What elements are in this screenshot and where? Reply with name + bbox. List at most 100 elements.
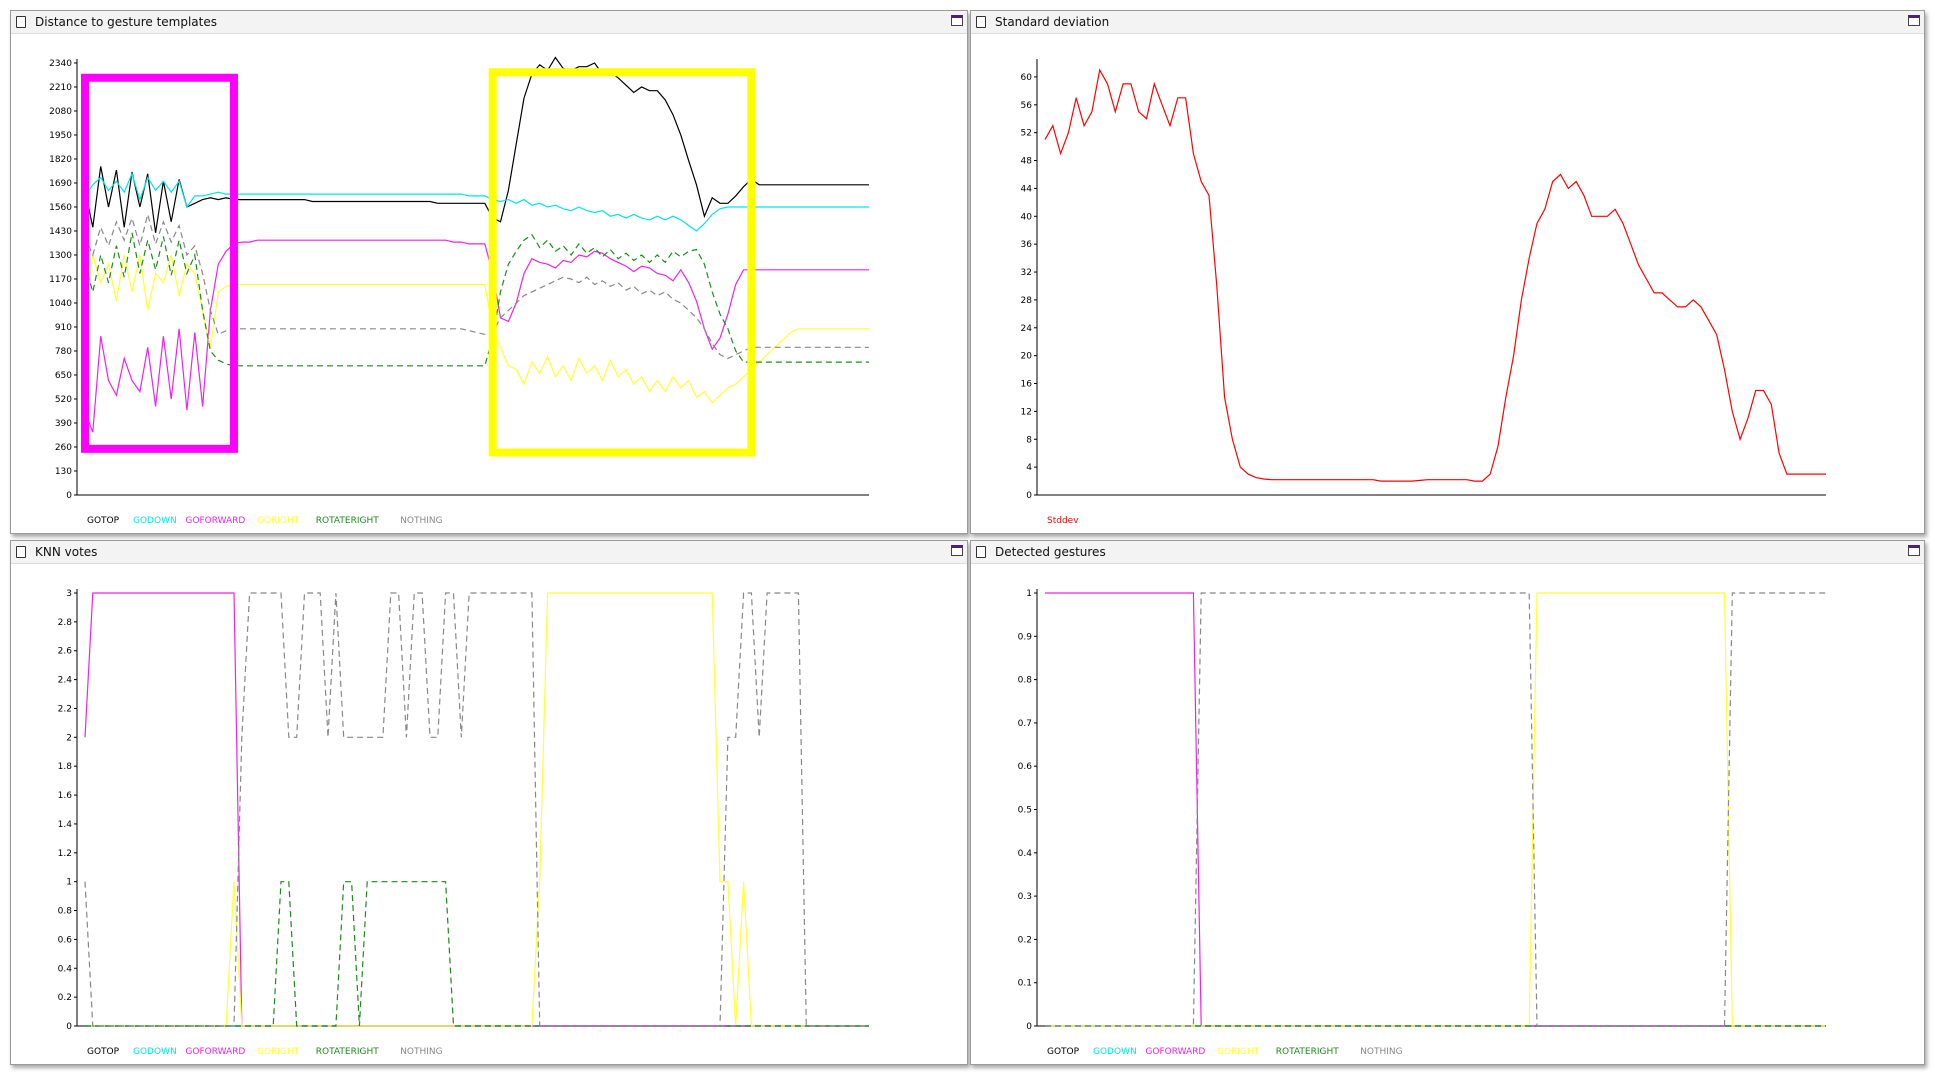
legend-godown: GODOWN	[133, 1047, 177, 1057]
y-tick-label: 260	[55, 443, 72, 453]
y-tick-label: 3	[66, 589, 72, 599]
series-line-goforward	[84, 592, 869, 1027]
legend-goforward: GOFORWARD	[185, 516, 245, 526]
legend-gotop: GOTOP	[87, 516, 120, 526]
maximize-icon[interactable]	[1908, 15, 1920, 26]
legend-godown: GODOWN	[1093, 1047, 1137, 1057]
panel-titlebar: Detected gestures	[971, 541, 1924, 564]
y-tick-label: 2.2	[58, 704, 72, 714]
window-icon	[976, 546, 986, 558]
legend-goright: GORIGHT	[257, 1047, 300, 1057]
legend-goright: GORIGHT	[1217, 1047, 1260, 1057]
y-tick-label: 2340	[49, 59, 72, 69]
panel-detected: Detected gestures 0 0.1 0.2 0.3 0.4 0.5 0.6 0.7…	[970, 540, 1925, 1065]
y-tick-label: 1	[1026, 589, 1032, 599]
panel-titlebar: Standard deviation	[971, 11, 1924, 34]
y-tick-label: 910	[55, 323, 72, 333]
y-tick-label: 0.4	[58, 964, 73, 974]
y-tick-label: 1.2	[58, 849, 72, 859]
legend-goforward: GOFORWARD	[1145, 1047, 1205, 1057]
y-tick-label: 0	[66, 491, 72, 501]
maximize-icon[interactable]	[951, 545, 963, 556]
y-tick-label: 2080	[49, 107, 72, 117]
y-tick-label: 0.2	[1018, 935, 1032, 945]
y-tick-label: 390	[55, 419, 72, 429]
series-line-rotateright	[85, 881, 869, 1027]
panel-title: Detected gestures	[995, 545, 1106, 559]
legend-nothing: NOTHING	[1360, 1047, 1402, 1057]
window-icon	[16, 546, 26, 558]
y-tick-label: 1430	[49, 227, 72, 237]
y-tick-label: 1820	[49, 155, 72, 165]
series-line-rotateright	[84, 232, 869, 367]
panel-distance: Distance to gesture templates 0 130 260 390…	[10, 10, 968, 534]
window-icon	[976, 16, 986, 28]
series-line-goright	[84, 254, 869, 404]
legend-nothing: NOTHING	[400, 1047, 442, 1057]
y-tick-label: 56	[1021, 101, 1033, 111]
legend-stddev: Stddev	[1047, 516, 1079, 526]
y-tick-label: 0.3	[1018, 892, 1032, 902]
y-tick-label: 0	[1026, 491, 1032, 501]
y-tick-label: 40	[1021, 212, 1033, 222]
maximize-icon[interactable]	[951, 15, 963, 26]
y-tick-label: 0.6	[58, 935, 73, 945]
y-tick-label: 130	[55, 467, 72, 477]
y-tick-label: 4	[1026, 463, 1032, 473]
highlight-box-0	[81, 73, 238, 453]
legend-rotateright: ROTATERIGHT	[316, 516, 379, 526]
maximize-icon[interactable]	[1908, 545, 1920, 556]
y-tick-label: 24	[1021, 324, 1033, 334]
panel-titlebar: Distance to gesture templates	[11, 11, 967, 34]
y-tick-label: 60	[1021, 73, 1033, 83]
legend-rotateright: ROTATERIGHT	[316, 1047, 379, 1057]
y-tick-label: 0.1	[1018, 979, 1032, 989]
legend-goright: GORIGHT	[257, 516, 300, 526]
legend-rotateright: ROTATERIGHT	[1276, 1047, 1339, 1057]
y-tick-label: 1950	[49, 131, 72, 141]
y-tick-label: 0.7	[1018, 719, 1032, 729]
series-line-nothing	[84, 592, 869, 1027]
legend-gotop: GOTOP	[87, 1047, 120, 1057]
legend-godown: GODOWN	[133, 516, 177, 526]
y-tick-label: 52	[1021, 129, 1032, 139]
legend-gotop: GOTOP	[1047, 1047, 1080, 1057]
legend-nothing: NOTHING	[400, 516, 442, 526]
y-tick-label: 0.4	[1018, 849, 1033, 859]
panel-stddev: Standard deviation 0 4 8 12 16 20 24 28 32 36 40 44…	[970, 10, 1925, 534]
panel-title: KNN votes	[35, 545, 98, 559]
detected-chart: 0 0.1 0.2 0.3 0.4 0.5 0.6 0.7 0.8 0.9 1 GOTOP GODOWN…	[1018, 589, 1826, 1057]
y-tick-label: 20	[1021, 352, 1033, 362]
series-line-stddev	[1044, 68, 1826, 482]
y-tick-label: 1300	[49, 251, 72, 261]
y-tick-label: 650	[55, 371, 72, 381]
y-tick-label: 0.5	[1018, 806, 1032, 816]
y-tick-label: 48	[1021, 157, 1033, 167]
y-tick-label: 1690	[49, 179, 72, 189]
y-tick-label: 1.6	[58, 791, 73, 801]
panel-title: Standard deviation	[995, 15, 1110, 29]
y-tick-label: 2.8	[58, 618, 73, 628]
y-tick-label: 0	[1026, 1022, 1032, 1032]
series-line-goright	[85, 592, 869, 1027]
y-tick-label: 1	[66, 878, 72, 888]
y-tick-label: 1.4	[58, 820, 73, 830]
y-tick-label: 1040	[49, 299, 72, 309]
series-line-gotop	[84, 56, 869, 233]
y-tick-label: 12	[1021, 407, 1032, 417]
y-tick-label: 0.2	[58, 993, 72, 1003]
panel-titlebar: KNN votes	[11, 541, 967, 564]
window-icon	[16, 16, 26, 28]
y-tick-label: 8	[1026, 435, 1032, 445]
y-tick-label: 0.6	[1018, 762, 1033, 772]
panel-knn: KNN votes 0 0.2 0.4 0.6 0.8 1 1.2 1.4 1.6 1.8 2 2.2…	[10, 540, 968, 1065]
knn-chart: 0 0.2 0.4 0.6 0.8 1 1.2 1.4 1.6 1.8 2 2.2 2.4 2.6 2.8 3…	[58, 589, 869, 1057]
panel-title: Distance to gesture templates	[35, 15, 217, 29]
series-line-goforward	[1045, 592, 1826, 1027]
distance-chart: 0 130 260 390 520 650 780 910 1040 1170 1300 1430 15…	[49, 56, 869, 526]
y-tick-label: 1560	[49, 203, 72, 213]
series-line-godown	[84, 172, 869, 232]
y-tick-label: 2.6	[58, 647, 73, 657]
y-tick-label: 0.8	[58, 907, 73, 917]
